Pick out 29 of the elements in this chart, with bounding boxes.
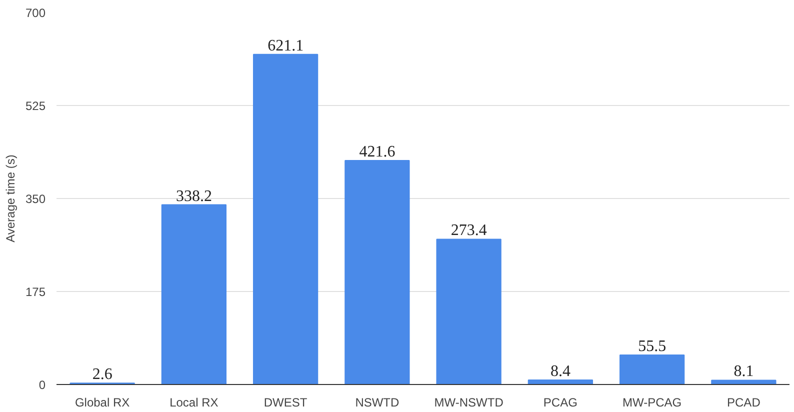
data-label: 273.4 (450, 222, 487, 240)
x-tick-label: DWEST (264, 396, 308, 410)
y-tick-label: 175 (25, 285, 46, 299)
x-tick-label: PCAD (727, 396, 761, 410)
bar (161, 204, 227, 384)
x-tick-label: Global RX (74, 396, 130, 410)
y-tick-label: 350 (25, 192, 46, 206)
data-label: 8.4 (550, 363, 570, 380)
x-tick-label: MW-NSWTD (434, 396, 504, 410)
bar (436, 238, 502, 384)
bar (528, 380, 594, 384)
x-tick-label: NSWTD (355, 396, 400, 410)
data-label: 621.1 (268, 37, 304, 54)
data-label: 8.1 (734, 363, 754, 380)
y-axis-title: Average time (s) (3, 154, 18, 242)
data-label: 2.6 (92, 366, 112, 384)
data-label: 55.5 (638, 338, 666, 356)
y-tick-label: 700 (25, 6, 46, 20)
x-tick-label: PCAG (543, 396, 578, 410)
data-label: 338.2 (176, 188, 212, 205)
y-tick-label: 525 (25, 99, 46, 113)
y-tick-label: 0 (38, 378, 46, 392)
bar (711, 380, 776, 384)
bar (252, 54, 318, 384)
data-label: 421.6 (359, 143, 396, 160)
bar (344, 160, 410, 384)
bar (619, 354, 685, 384)
x-tick-label: MW-PCAG (622, 396, 682, 410)
x-tick-label: Local RX (170, 396, 218, 410)
